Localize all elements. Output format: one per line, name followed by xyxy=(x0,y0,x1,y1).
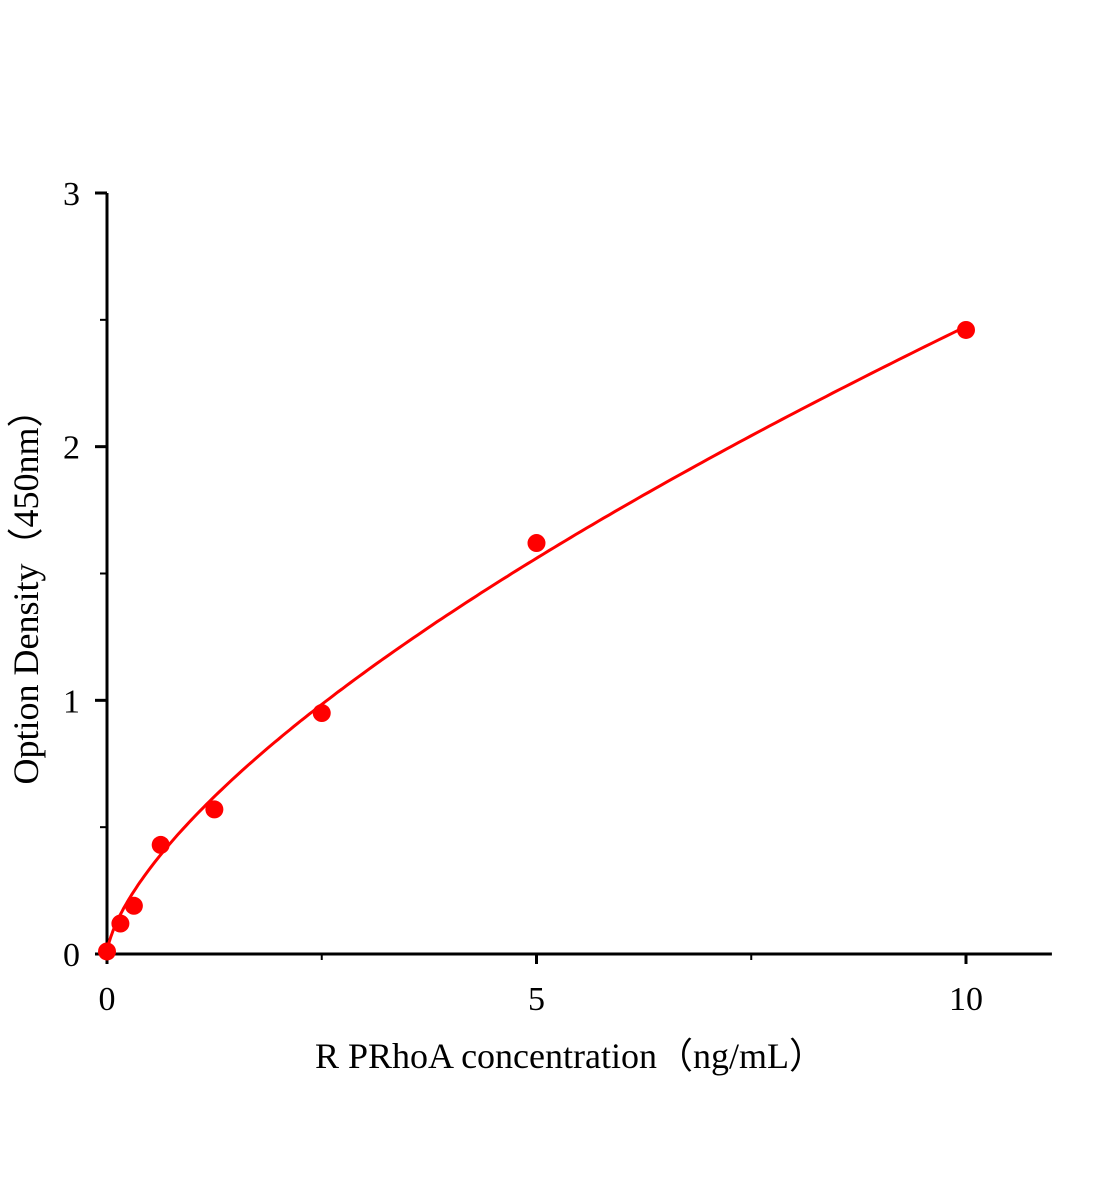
y-tick-label: 1 xyxy=(63,683,80,720)
data-points-layer xyxy=(98,320,975,961)
fit-curve-layer xyxy=(105,325,967,955)
y-tick-label: 2 xyxy=(63,430,80,467)
fit-curve xyxy=(105,325,967,955)
x-tick-label: 10 xyxy=(949,981,983,1018)
x-tick-label: 0 xyxy=(99,981,116,1018)
data-point xyxy=(312,704,331,723)
data-point xyxy=(527,534,546,553)
y-axis-label: Option Density（450nm） xyxy=(6,392,46,785)
y-tick-label: 3 xyxy=(63,176,80,213)
y-tick-label: 0 xyxy=(63,937,80,974)
data-point xyxy=(151,835,170,854)
x-axis-label: R PRhoA concentration（ng/mL） xyxy=(315,1036,825,1076)
data-point xyxy=(205,800,224,819)
data-point xyxy=(957,320,975,339)
x-tick-label: 5 xyxy=(528,981,545,1018)
data-point xyxy=(124,896,143,915)
data-point xyxy=(111,914,130,933)
data-point xyxy=(98,942,116,961)
axes: 0 5 10 0 1 2 3 xyxy=(63,176,1052,1018)
